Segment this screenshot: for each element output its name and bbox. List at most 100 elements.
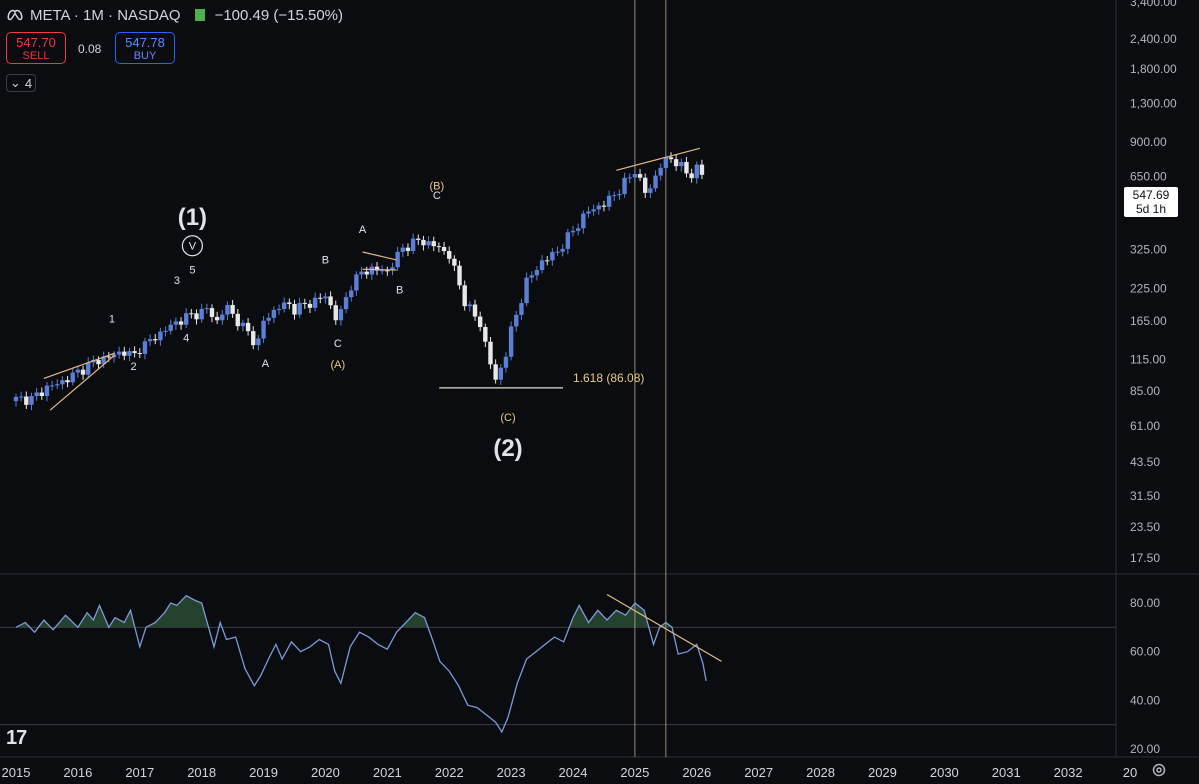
candle[interactable] [643, 173, 648, 198]
candle[interactable] [483, 323, 488, 348]
candle[interactable] [591, 204, 596, 216]
wedge-upper-trendline[interactable] [43, 352, 116, 379]
candle[interactable] [627, 173, 632, 184]
candle[interactable] [116, 346, 122, 359]
candle[interactable] [318, 293, 323, 304]
candle[interactable] [555, 246, 560, 256]
candle[interactable] [328, 291, 333, 310]
candle[interactable] [312, 292, 318, 312]
candle[interactable] [596, 202, 601, 215]
candle[interactable] [539, 255, 545, 274]
candle[interactable] [55, 379, 60, 389]
candle[interactable] [292, 299, 297, 320]
candle[interactable] [266, 312, 271, 325]
candle[interactable] [338, 305, 344, 326]
candle[interactable] [684, 157, 689, 178]
candle[interactable] [606, 190, 612, 211]
candle[interactable] [60, 376, 65, 390]
candle[interactable] [410, 233, 416, 255]
symbol-header[interactable]: META · 1M · NASDAQ −100.49 (−15.50%) [6, 6, 343, 24]
candle[interactable] [477, 311, 483, 332]
candle[interactable] [405, 243, 411, 256]
candle[interactable] [457, 260, 462, 290]
candle[interactable] [658, 163, 663, 181]
wave-label[interactable]: 4 [183, 333, 189, 345]
indicators-collapse-button[interactable]: ⌄ 4 [6, 74, 36, 92]
candle[interactable] [653, 170, 658, 192]
candle[interactable] [673, 154, 679, 171]
candle[interactable] [225, 301, 230, 321]
candle[interactable] [349, 285, 354, 302]
candle[interactable] [369, 263, 375, 280]
candle[interactable] [251, 326, 256, 350]
candle[interactable] [101, 351, 106, 369]
candle[interactable] [214, 311, 220, 325]
wave-label[interactable]: (A) [330, 359, 345, 371]
flag-icon[interactable] [194, 9, 205, 21]
candle[interactable] [545, 255, 550, 266]
candle[interactable] [622, 172, 627, 198]
candle[interactable] [699, 159, 705, 180]
candle[interactable] [560, 244, 565, 257]
gear-icon[interactable] [1151, 762, 1167, 778]
candle[interactable] [581, 210, 586, 234]
wave-label[interactable]: B [322, 255, 329, 267]
candle[interactable] [29, 392, 34, 411]
wave-label[interactable]: 1 [109, 314, 115, 326]
candle[interactable] [472, 299, 478, 321]
candle[interactable] [173, 317, 179, 330]
candle[interactable] [297, 297, 302, 318]
candle[interactable] [416, 234, 421, 246]
candle[interactable] [550, 248, 555, 266]
candle[interactable] [400, 243, 406, 258]
candle[interactable] [80, 365, 86, 380]
flag-lower-trendline[interactable] [362, 268, 397, 271]
candle[interactable] [359, 266, 364, 279]
tradingview-logo-icon[interactable]: 17 [6, 727, 27, 749]
candle[interactable] [575, 223, 581, 236]
candle[interactable] [617, 189, 622, 200]
candle[interactable] [142, 337, 148, 360]
candle[interactable] [271, 306, 277, 324]
candle[interactable] [276, 304, 282, 315]
candle[interactable] [13, 393, 19, 407]
candle[interactable] [163, 326, 168, 337]
candle[interactable] [452, 255, 457, 272]
candle[interactable] [240, 319, 246, 332]
candle[interactable] [421, 235, 426, 251]
candle[interactable] [147, 334, 153, 346]
candle[interactable] [199, 303, 204, 323]
candle[interactable] [385, 266, 390, 276]
candle[interactable] [343, 292, 349, 314]
candle[interactable] [323, 292, 328, 304]
wave-label[interactable]: 3 [174, 275, 180, 287]
candle[interactable] [467, 301, 473, 312]
candle[interactable] [44, 381, 50, 402]
wave-label[interactable]: (2) [493, 435, 522, 462]
wave-label[interactable]: A [359, 224, 367, 236]
candle[interactable] [493, 359, 498, 384]
candle[interactable] [390, 262, 395, 276]
candle[interactable] [447, 246, 452, 264]
candle[interactable] [565, 228, 571, 255]
candle[interactable] [287, 298, 292, 310]
candle[interactable] [24, 391, 29, 409]
candle[interactable] [49, 380, 55, 391]
candle[interactable] [395, 246, 400, 271]
candle[interactable] [612, 191, 617, 202]
candle[interactable] [689, 168, 694, 183]
candle[interactable] [426, 236, 431, 249]
candle[interactable] [230, 299, 235, 318]
candle[interactable] [354, 271, 359, 296]
candle[interactable] [570, 225, 576, 237]
candle[interactable] [194, 309, 199, 325]
wave-label[interactable]: 5 [189, 264, 195, 276]
candle[interactable] [333, 300, 338, 325]
wave-label[interactable]: A [262, 358, 270, 370]
candle[interactable] [436, 242, 442, 253]
sell-button[interactable]: 547.70 SELL [6, 32, 66, 64]
buy-button[interactable]: 547.78 BUY [115, 32, 175, 64]
candle[interactable] [503, 352, 509, 373]
candle[interactable] [498, 364, 503, 386]
candle[interactable] [39, 387, 44, 400]
